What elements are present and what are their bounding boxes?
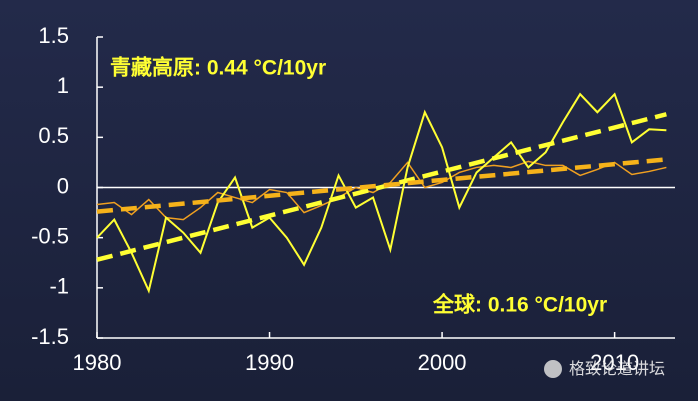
y-tick-label: -1.5 [31,324,69,349]
y-tick-label: 1.5 [38,23,69,48]
watermark-icon [544,360,562,378]
y-tick-label: -0.5 [31,223,69,248]
y-tick-label: 1 [57,73,69,98]
y-tick-label: 0.5 [38,123,69,148]
y-tick-label: -1 [49,274,69,299]
x-tick-label: 2000 [418,350,467,375]
x-tick-label: 2010 [590,350,639,375]
x-tick-label: 1990 [245,350,294,375]
annotation: 青藏高原: 0.44 °C/10yr [110,56,326,80]
x-tick-label: 1980 [73,350,122,375]
y-tick-label: 0 [57,173,69,198]
series-line [96,92,667,294]
trend-line [96,112,667,262]
watermark: 格致论道讲坛 [569,360,665,378]
annotation: 全球: 0.16 °C/10yr [432,293,607,317]
